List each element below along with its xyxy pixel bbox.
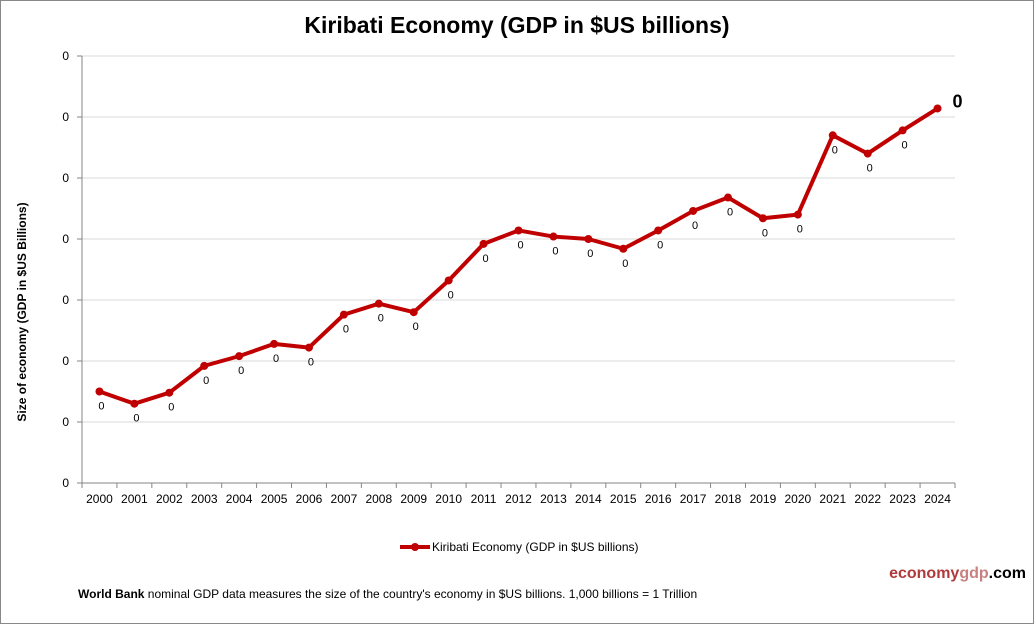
data-point xyxy=(584,235,593,243)
x-tick-label: 2016 xyxy=(645,492,672,506)
data-point xyxy=(724,193,733,202)
data-point xyxy=(619,244,628,253)
y-tick-label: 0 xyxy=(62,293,69,307)
x-tick-label: 2002 xyxy=(156,492,183,506)
y-tick-label: 0 xyxy=(62,49,69,63)
data-label: 0 xyxy=(308,357,314,369)
x-tick-label: 2024 xyxy=(924,492,951,506)
data-point xyxy=(793,210,802,219)
data-point xyxy=(95,387,104,396)
data-label: 0 xyxy=(343,324,349,336)
x-tick-label: 2021 xyxy=(819,492,846,506)
series-line xyxy=(98,106,939,406)
x-tick-label: 2014 xyxy=(575,492,602,506)
data-point xyxy=(654,226,663,235)
legend: Kiribati Economy (GDP in $US billions) xyxy=(400,540,639,554)
y-tick-label: 0 xyxy=(62,232,69,246)
x-tick-label: 2015 xyxy=(610,492,637,506)
data-label: 0 xyxy=(657,239,663,251)
data-label: 0 xyxy=(622,258,628,270)
data-label: 0 xyxy=(552,246,558,258)
data-point xyxy=(235,352,244,361)
data-point xyxy=(689,206,698,215)
data-label: 0 xyxy=(483,253,489,265)
y-tick-label: 0 xyxy=(62,354,69,368)
x-tick-label: 2012 xyxy=(505,492,532,506)
data-label: 0 xyxy=(797,224,803,236)
brand-part: economy xyxy=(889,565,960,582)
data-point xyxy=(933,104,942,113)
data-point xyxy=(165,388,174,397)
x-tick-label: 2000 xyxy=(86,492,113,506)
footnote: World Bank nominal GDP data measures the… xyxy=(78,587,697,601)
x-tick-label: 2001 xyxy=(121,492,148,506)
x-tick-label: 2011 xyxy=(471,492,497,506)
data-label: 0 xyxy=(168,402,174,414)
data-label: 0 xyxy=(238,365,244,377)
data-point xyxy=(304,343,313,352)
data-label: 0 xyxy=(448,289,454,301)
data-point xyxy=(898,126,907,135)
y-tick-label: 0 xyxy=(62,476,69,490)
data-label: 0 xyxy=(378,313,384,325)
x-tick-label: 2007 xyxy=(331,492,358,506)
data-point xyxy=(549,232,558,241)
data-point xyxy=(374,299,383,308)
data-label: 0 xyxy=(832,144,838,156)
x-tick-label: 2019 xyxy=(750,492,777,506)
x-tick-label: 2018 xyxy=(715,492,742,506)
brand-part: .com xyxy=(988,565,1026,582)
data-point xyxy=(863,149,872,158)
data-label: 0 xyxy=(273,353,279,365)
data-label: 0 xyxy=(587,248,593,260)
x-tick-label: 2005 xyxy=(261,492,288,506)
chart-title: Kiribati Economy (GDP in $US billions) xyxy=(304,12,730,38)
x-tick-label: 2013 xyxy=(540,492,567,506)
data-label: 0 xyxy=(953,91,963,111)
y-tick-label: 0 xyxy=(62,110,69,124)
data-point xyxy=(828,131,837,140)
y-tick-label: 0 xyxy=(62,415,69,429)
data-label: 0 xyxy=(413,321,419,333)
data-label: 0 xyxy=(517,239,523,251)
legend-label: Kiribati Economy (GDP in $US billions) xyxy=(432,540,639,554)
data-label: 0 xyxy=(867,163,873,175)
data-point xyxy=(479,239,488,248)
data-label: 0 xyxy=(203,375,209,387)
data-point xyxy=(758,214,767,223)
data-label: 0 xyxy=(727,207,733,219)
footnote-text: nominal GDP data measures the size of th… xyxy=(144,587,698,601)
footnote-source: World Bank xyxy=(78,587,145,601)
x-tick-label: 2006 xyxy=(296,492,323,506)
data-point xyxy=(444,276,453,285)
brand-part: gdp xyxy=(959,565,989,582)
x-tick-label: 2020 xyxy=(785,492,812,506)
data-point xyxy=(130,399,139,408)
x-tick-label: 2008 xyxy=(365,492,392,506)
data-label: 0 xyxy=(902,139,908,151)
data-label: 0 xyxy=(133,413,139,425)
data-point xyxy=(200,361,209,370)
data-label: 0 xyxy=(98,401,104,413)
x-tick-label: 2022 xyxy=(854,492,881,506)
x-tick-label: 2010 xyxy=(435,492,462,506)
data-label: 0 xyxy=(762,227,768,239)
data-label: 0 xyxy=(692,220,698,232)
data-point xyxy=(409,308,418,317)
y-tick-label: 0 xyxy=(62,171,69,185)
brand-logo[interactable]: economygdp.com xyxy=(889,565,1026,583)
x-tick-label: 2004 xyxy=(226,492,253,506)
x-tick-label: 2017 xyxy=(680,492,707,506)
x-tick-label: 2009 xyxy=(400,492,427,506)
legend-swatch xyxy=(400,543,430,551)
x-tick-label: 2023 xyxy=(889,492,916,506)
data-point xyxy=(339,310,348,319)
data-point xyxy=(270,339,279,348)
data-point xyxy=(514,226,523,235)
x-tick-label: 2003 xyxy=(191,492,218,506)
